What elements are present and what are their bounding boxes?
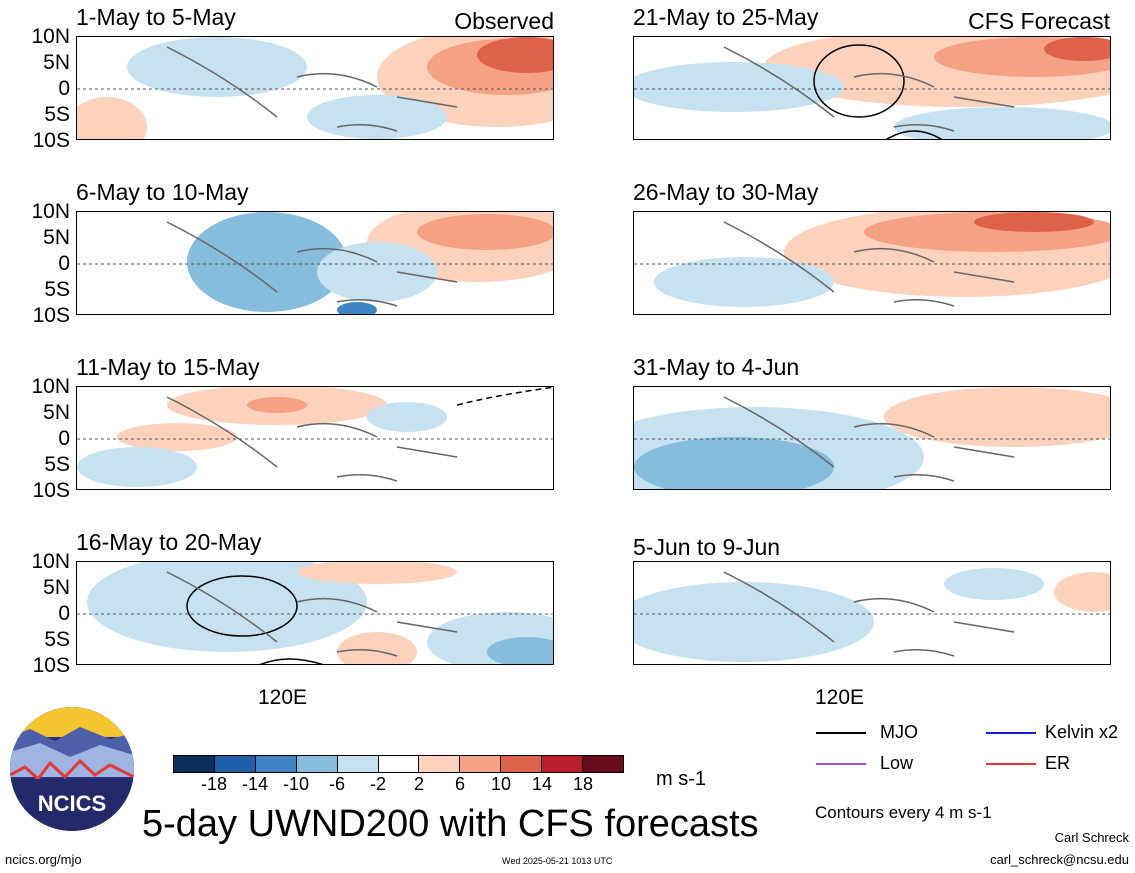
legend-er-line: [986, 763, 1036, 765]
lat-tick-10s: 10S: [32, 129, 70, 152]
lat-tick-0: 0: [58, 252, 70, 275]
lat-tick-5s: 5S: [44, 628, 70, 651]
colorbar-tick-label: 6: [454, 774, 465, 794]
map-panel-2: [76, 211, 554, 315]
legend-kelvin-label: Kelvin x2: [1045, 722, 1119, 742]
lat-tick-10n: 10N: [31, 550, 70, 573]
colorbar: [173, 755, 624, 773]
colorbar-swatch: [582, 756, 623, 772]
panel-title-7: 31-May to 4-Jun: [633, 354, 800, 380]
legend-low-label: Low: [880, 753, 914, 773]
map-panel-1: [76, 36, 554, 140]
lat-tick-5n: 5N: [43, 226, 70, 249]
footer-timestamp: Wed 2025-05-21 1013 UTC: [502, 856, 613, 866]
legend-mjo-line: [816, 732, 866, 734]
lat-tick-5n: 5N: [43, 51, 70, 74]
colorbar-tick-label: -2: [369, 774, 386, 794]
lon-tick-right: 120E: [815, 686, 865, 709]
lat-tick-0: 0: [58, 602, 70, 625]
panel-title-2: 6-May to 10-May: [76, 179, 249, 205]
map-panel-4: [76, 561, 554, 665]
lat-tick-5s: 5S: [44, 103, 70, 126]
observed-label: Observed: [454, 8, 554, 34]
panel-title-4: 16-May to 20-May: [76, 529, 262, 555]
lat-tick-0: 0: [58, 427, 70, 450]
forecast-label: CFS Forecast: [968, 8, 1110, 34]
lat-tick-10s: 10S: [32, 479, 70, 502]
lat-tick-10n: 10N: [31, 375, 70, 398]
colorbar-swatch: [541, 756, 583, 772]
colorbar-units: m s-1: [656, 768, 706, 790]
footer-url[interactable]: ncics.org/mjo: [5, 852, 82, 867]
figure-title: 5-day UWND200 with CFS forecasts: [142, 803, 759, 845]
map-panel-6: [633, 211, 1111, 315]
lat-tick-5n: 5N: [43, 576, 70, 599]
footer-author: Carl Schreck: [1054, 830, 1129, 845]
panel-title-5: 21-May to 25-May: [633, 4, 819, 30]
panel-title-1: 1-May to 5-May: [76, 4, 236, 30]
map-panel-3: [76, 386, 554, 490]
colorbar-swatch: [254, 756, 296, 772]
lon-tick-left: 120E: [258, 686, 308, 709]
map-panel-8: [633, 561, 1111, 665]
colorbar-tick-label: 10: [490, 774, 512, 794]
legend-low-line: [816, 763, 866, 765]
footer-email[interactable]: carl_schreck@ncsu.edu: [990, 852, 1129, 867]
colorbar-swatch: [336, 756, 378, 772]
colorbar-swatch: [459, 756, 501, 772]
panel-title-6: 26-May to 30-May: [633, 179, 819, 205]
colorbar-swatch: [295, 756, 337, 772]
colorbar-tick-label: -14: [241, 774, 268, 794]
legend-kelvin-line: [986, 732, 1036, 734]
colorbar-swatch: [213, 756, 255, 772]
lat-tick-10s: 10S: [32, 304, 70, 327]
lat-tick-5n: 5N: [43, 401, 70, 424]
colorbar-tick-label: -18: [200, 774, 227, 794]
lat-tick-5s: 5S: [44, 278, 70, 301]
legend-er-label: ER: [1045, 753, 1071, 773]
contours-note: Contours every 4 m s-1: [815, 803, 992, 822]
colorbar-swatch: [377, 756, 419, 772]
colorbar-tick-label: 2: [413, 774, 424, 794]
lat-tick-10s: 10S: [32, 654, 70, 677]
colorbar-tick-label: 14: [531, 774, 553, 794]
colorbar-swatch: [174, 756, 214, 772]
map-panel-7: [633, 386, 1111, 490]
lat-tick-5s: 5S: [44, 453, 70, 476]
ncics-logo: NCICS: [10, 707, 134, 831]
colorbar-tick-label: -6: [328, 774, 345, 794]
colorbar-tick-label: 18: [572, 774, 594, 794]
lat-tick-10n: 10N: [31, 25, 70, 48]
colorbar-swatch: [500, 756, 542, 772]
ncics-logo-text: NCICS: [37, 791, 107, 816]
colorbar-tick-label: -10: [282, 774, 309, 794]
lat-tick-10n: 10N: [31, 200, 70, 223]
map-panel-5: [633, 36, 1111, 140]
lat-tick-0: 0: [58, 77, 70, 100]
legend-mjo-label: MJO: [880, 722, 918, 742]
panel-title-3: 11-May to 15-May: [76, 354, 260, 380]
panel-title-8: 5-Jun to 9-Jun: [633, 534, 781, 560]
colorbar-swatch: [418, 756, 460, 772]
